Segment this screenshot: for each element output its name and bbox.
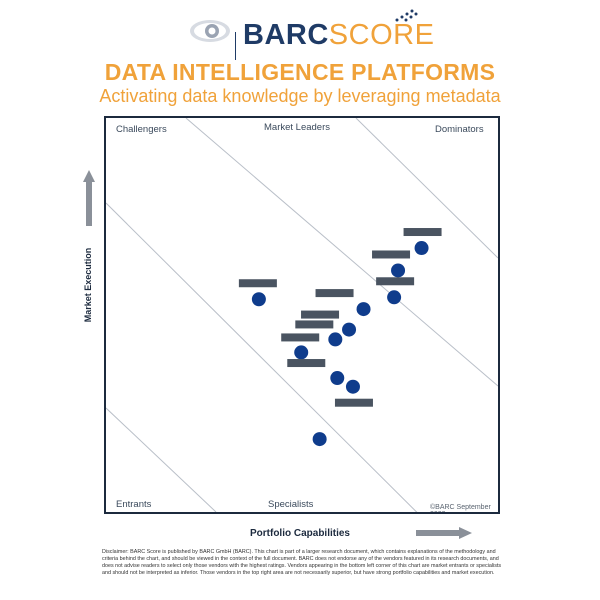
brand-wordmark: BARCSCORE <box>243 18 434 52</box>
y-axis-arrow-icon <box>83 170 95 226</box>
vendor-name-redacted-bar <box>287 359 326 368</box>
zone-divider-line <box>185 118 498 387</box>
copyright-credit: ©BARC September 2022 <box>430 504 491 512</box>
page-subtitle: Activating data knowledge by leveraging … <box>99 86 501 106</box>
disclaimer-text: Disclaimer: BARC Score is published by B… <box>102 549 502 576</box>
zone-dividers <box>106 118 498 512</box>
logo: BARCSCORE <box>0 9 600 60</box>
vendor-name-redacted-bar <box>301 310 340 319</box>
brand-barc: BARC <box>243 19 329 51</box>
zone-divider-line <box>106 202 418 512</box>
eye-logo-icon <box>190 20 230 42</box>
vendor-point <box>294 345 309 360</box>
vendor-name-redacted-bar <box>334 398 373 407</box>
zone-label-market-leaders: Market Leaders <box>264 122 331 133</box>
zone-label-dominators: Dominators <box>435 124 484 135</box>
brand-score: SCORE <box>328 19 435 51</box>
brand-separator <box>235 32 236 60</box>
zone-label-entrants: Entrants <box>116 499 152 510</box>
dots-decoration-icon <box>395 9 418 22</box>
zone-divider-line <box>106 407 217 512</box>
vendor-name-redacted-bar <box>403 228 442 237</box>
vendor-point <box>312 432 327 447</box>
page-title: DATA INTELLIGENCE PLATFORMS <box>104 59 496 85</box>
vendor-point <box>356 302 371 317</box>
y-axis-label: Market Execution <box>83 247 93 323</box>
chart-marks <box>238 228 442 447</box>
vendor-name-redacted-bar <box>295 320 334 329</box>
x-axis-label: Portfolio Capabilities <box>249 528 350 539</box>
vendor-name-redacted-bar <box>372 250 411 259</box>
vendor-point <box>345 379 360 394</box>
vendor-name-redacted-bar <box>281 333 320 342</box>
vendor-point <box>328 332 343 347</box>
chart-svg <box>106 118 498 512</box>
zone-label-specialists: Specialists <box>268 499 314 510</box>
vendor-point <box>342 322 357 337</box>
vendor-point <box>330 371 345 386</box>
vendor-point <box>414 241 429 256</box>
vendor-name-redacted-bar <box>238 279 277 288</box>
vendor-point <box>391 263 406 278</box>
vendor-point <box>251 292 266 307</box>
x-axis-arrow-icon <box>416 527 472 539</box>
zone-divider-line <box>355 118 498 259</box>
vendor-point <box>387 290 402 305</box>
zone-label-challengers: Challengers <box>116 124 167 135</box>
vendor-name-redacted-bar <box>376 277 415 286</box>
vendor-name-redacted-bar <box>315 289 354 298</box>
chart-area: Challengers Market Leaders Dominators En… <box>104 116 500 514</box>
